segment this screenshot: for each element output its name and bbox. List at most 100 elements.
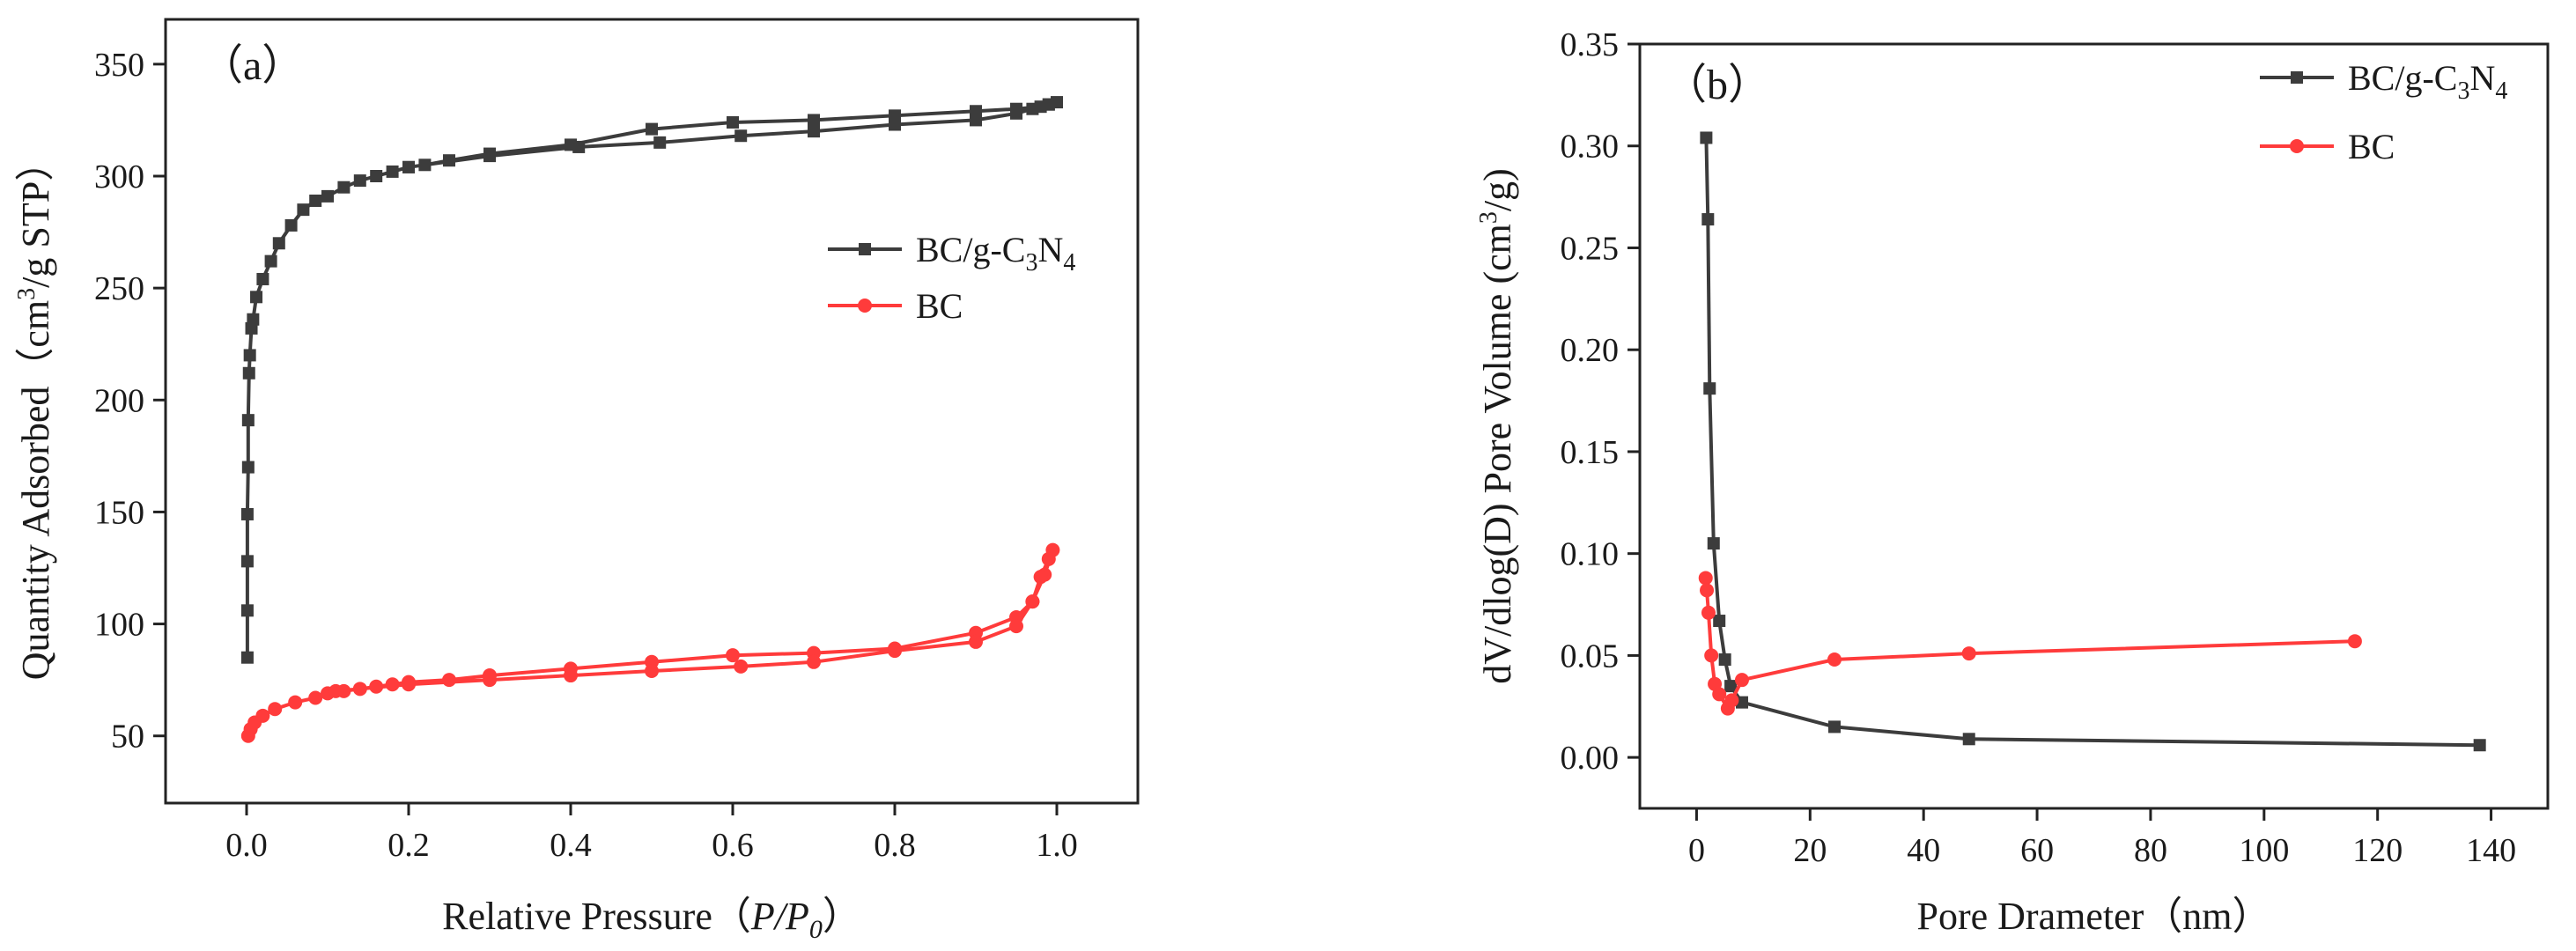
data-point-circle (734, 659, 749, 674)
data-point-square (970, 114, 982, 127)
x-tick-label: 140 (2466, 832, 2516, 869)
data-point-square (264, 254, 277, 268)
data-point-circle (1700, 583, 1715, 598)
data-point-circle (1025, 594, 1040, 609)
x-tick-label: 100 (2239, 832, 2289, 869)
data-point-circle (1724, 693, 1739, 708)
data-point-circle (726, 648, 740, 663)
data-point-circle (352, 682, 367, 697)
y-tick-label: 0.35 (1561, 26, 1620, 63)
y-tick-label: 50 (111, 719, 144, 756)
legend-label: BC (2348, 127, 2395, 166)
data-point-square (240, 604, 254, 617)
data-point-square (1962, 733, 1975, 746)
x-tick-label: 0.0 (225, 827, 268, 864)
data-point-square (241, 414, 255, 427)
y-tick-label: 300 (94, 158, 144, 195)
data-point-circle (402, 677, 416, 692)
data-point-circle (483, 673, 497, 688)
x-tick-label: 80 (2134, 832, 2167, 869)
data-point-circle (369, 679, 384, 694)
data-point-square (284, 218, 298, 232)
data-point-square (646, 122, 658, 136)
plot-frame (164, 18, 1140, 805)
data-point-square (2473, 739, 2486, 752)
data-point-square (808, 114, 820, 127)
data-point-square (1010, 107, 1022, 120)
data-point-square (240, 507, 254, 520)
data-point-circle (1041, 551, 1056, 566)
data-point-square (353, 174, 366, 188)
data-point-circle (1704, 648, 1719, 663)
series-BC (240, 542, 1060, 743)
legend-label: BC/g-C3N4 (916, 230, 1075, 276)
y-tick-label: 0.10 (1561, 536, 1620, 573)
data-point-circle (888, 644, 902, 659)
data-point-square (1701, 213, 1715, 226)
legend: BC/g-C3N4 BC (2260, 58, 2507, 166)
data-point-circle (645, 663, 659, 678)
data-point-square (321, 189, 334, 203)
data-point-square (272, 237, 285, 250)
data-point-square (483, 150, 496, 163)
data-point-square (1724, 680, 1738, 693)
data-point-circle (268, 702, 283, 717)
y-tick-label: 0.30 (1561, 129, 1620, 166)
x-tick-label: 40 (1907, 832, 1940, 869)
data-point-circle (255, 708, 270, 723)
chart-panel-a: 0.0 0.2 0.4 0.6 0.8 1.0 50 100 150 200 250 300 350 （a… (13, 18, 1140, 944)
y-tick-label: 200 (94, 382, 144, 419)
legend: BC/g-C3N4 BC (828, 230, 1075, 326)
data-point-square (242, 366, 255, 380)
data-point-circle (1701, 605, 1716, 620)
x-tick-label: 20 (1793, 832, 1827, 869)
data-point-circle (1827, 652, 1842, 667)
data-point-circle (308, 690, 323, 705)
plot-frame (1638, 42, 2550, 810)
legend-marker-square (2291, 71, 2303, 84)
x-tick-label: 0 (1688, 832, 1705, 869)
legend-label: BC (916, 286, 963, 326)
data-point-square (653, 136, 667, 149)
data-point-square (243, 349, 256, 362)
data-point-square (370, 170, 383, 182)
y-tick-label: 0.00 (1561, 740, 1620, 777)
series-line-BC/g-C3N4 (1704, 137, 2480, 748)
data-point-circle (564, 668, 578, 683)
data-point-circle (1734, 673, 1749, 688)
data-point-circle (1033, 570, 1048, 585)
y-tick-label: 100 (94, 607, 144, 644)
x-tick-label: 60 (2020, 832, 2054, 869)
y-axis-label: Quantity Adsorbed（cm3/g STP） (13, 143, 57, 680)
data-point-square (1713, 615, 1726, 628)
data-point-circle (328, 683, 343, 698)
data-point-square (386, 165, 399, 178)
data-point-circle (288, 695, 303, 710)
legend-marker-circle (858, 299, 872, 313)
data-point-square (727, 115, 739, 129)
data-point-square (734, 129, 748, 143)
x-tick-label: 0.8 (874, 827, 916, 864)
data-point-square (256, 272, 269, 285)
series-line-BC (246, 548, 1055, 737)
data-point-circle (442, 673, 456, 688)
panel-label: （b） (1664, 62, 1770, 108)
y-tick-label: 250 (94, 270, 144, 307)
data-point-square (443, 154, 455, 167)
data-point-square (1707, 537, 1720, 550)
legend-marker-circle (2290, 139, 2304, 153)
x-tick-label: 120 (2352, 832, 2403, 869)
data-point-circle (1009, 619, 1023, 634)
y-tick-label: 0.25 (1561, 230, 1620, 267)
data-point-square (1703, 382, 1716, 395)
x-axis-label: Relative Pressure（P/P0） (442, 895, 861, 944)
data-point-square (1718, 653, 1731, 667)
data-point-circle (807, 654, 821, 669)
data-point-circle (969, 634, 983, 649)
x-tick-label: 1.0 (1036, 827, 1078, 864)
series-line-BC/g-C3N4 (245, 100, 1059, 658)
data-point-square (1828, 720, 1842, 734)
series-BC/g-C3N4 (240, 96, 1063, 664)
data-point-square (240, 555, 254, 568)
